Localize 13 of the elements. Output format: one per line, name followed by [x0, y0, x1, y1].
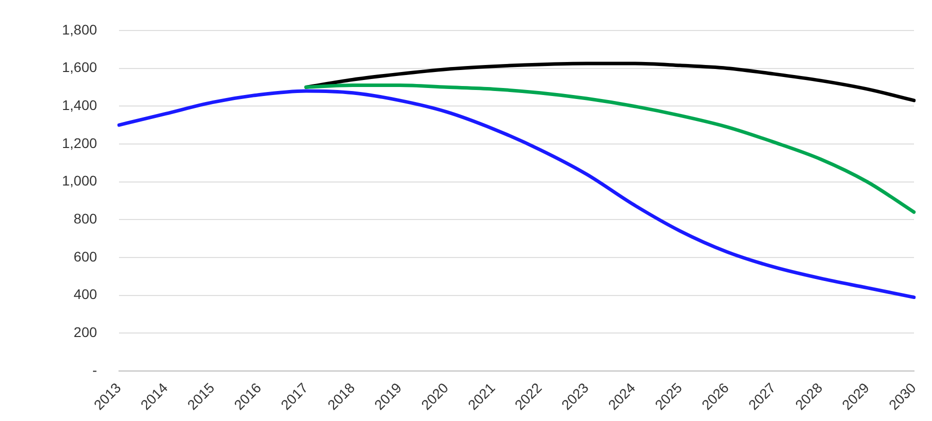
y-tick-label: 1,600 — [62, 59, 98, 76]
y-tick-label: 600 — [74, 248, 98, 264]
y-tick-label: - — [92, 362, 98, 378]
line-series — [304, 84, 916, 214]
y-tick-label: 1,400 — [62, 96, 98, 113]
line-series — [117, 89, 916, 300]
y-tick-label: 400 — [74, 286, 98, 302]
line-series — [304, 62, 916, 102]
y-tick-label: 800 — [74, 210, 98, 227]
y-tick-label: 1,800 — [62, 21, 98, 38]
y-tick-label: 1,200 — [62, 134, 98, 151]
y-tick-label: 200 — [74, 324, 98, 340]
y-tick-label: 1,000 — [62, 172, 98, 189]
